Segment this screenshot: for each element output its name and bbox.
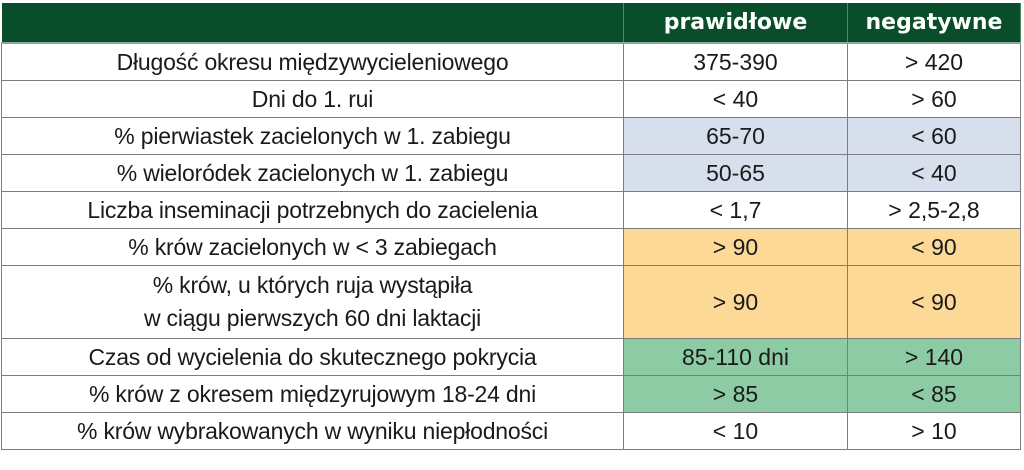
table-row: Czas od wycielenia do skutecznego pokryc… — [1, 338, 1021, 376]
value-negatywne: < 90 — [847, 265, 1021, 339]
value-negatywne: > 60 — [847, 80, 1021, 118]
value-negatywne: < 90 — [847, 228, 1021, 266]
table-row: % krów wybrakowanych w wyniku niepłodnoś… — [1, 412, 1021, 450]
row-label: Liczba inseminacji potrzebnych do zaciel… — [1, 191, 624, 229]
table-row: Dni do 1. rui < 40 > 60 — [1, 80, 1021, 118]
table-row: % pierwiastek zacielonych w 1. zabiegu 6… — [1, 117, 1021, 155]
value-negatywne: < 40 — [847, 154, 1021, 192]
header-blank-cell — [1, 3, 624, 44]
table-row: % krów z okresem międzyrujowym 18-24 dni… — [1, 375, 1021, 413]
row-label: % krów wybrakowanych w wyniku niepłodnoś… — [1, 412, 624, 450]
value-prawidlowe: > 90 — [623, 265, 848, 339]
row-label: Długość okresu międzywycieleniowego — [1, 42, 624, 81]
table-row: % krów zacielonych w < 3 zabiegach > 90 … — [1, 228, 1021, 266]
row-label: % krów, u których ruja wystąpiła w ciągu… — [1, 265, 624, 339]
row-label: % wieloródek zacielonych w 1. zabiegu — [1, 154, 624, 192]
value-prawidlowe: 65-70 — [623, 117, 848, 155]
value-negatywne: < 60 — [847, 117, 1021, 155]
table-row: Długość okresu międzywycieleniowego 375-… — [1, 42, 1021, 81]
value-prawidlowe: 85-110 dni — [623, 338, 848, 376]
fertility-indicators-table: prawidłowe negatywne Długość okresu międ… — [1, 3, 1021, 450]
value-prawidlowe: < 40 — [623, 80, 848, 118]
header-row: prawidłowe negatywne — [1, 3, 1021, 44]
table-row: % krów, u których ruja wystąpiła w ciągu… — [1, 265, 1021, 339]
value-prawidlowe: 50-65 — [623, 154, 848, 192]
value-prawidlowe: < 10 — [623, 412, 848, 450]
row-label-line-2: w ciągu pierwszych 60 dni laktacji — [143, 305, 482, 331]
value-negatywne: > 420 — [847, 42, 1021, 81]
value-negatywne: > 10 — [847, 412, 1021, 450]
table-row: % wieloródek zacielonych w 1. zabiegu 50… — [1, 154, 1021, 192]
value-prawidlowe: > 90 — [623, 228, 848, 266]
value-prawidlowe: 375-390 — [623, 42, 848, 81]
value-prawidlowe: < 1,7 — [623, 191, 848, 229]
value-negatywne: < 85 — [847, 375, 1021, 413]
value-negatywne: > 140 — [847, 338, 1021, 376]
value-prawidlowe: > 85 — [623, 375, 848, 413]
row-label: % pierwiastek zacielonych w 1. zabiegu — [1, 117, 624, 155]
row-label: Czas od wycielenia do skutecznego pokryc… — [1, 338, 624, 376]
row-label: Dni do 1. rui — [1, 80, 624, 118]
row-label-line-1: % krów, u których ruja wystąpiła — [152, 272, 473, 298]
header-prawidlowe: prawidłowe — [623, 3, 848, 44]
table-row: Liczba inseminacji potrzebnych do zaciel… — [1, 191, 1021, 229]
row-label: % krów zacielonych w < 3 zabiegach — [1, 228, 624, 266]
value-negatywne: > 2,5-2,8 — [847, 191, 1021, 229]
header-negatywne: negatywne — [847, 3, 1021, 44]
row-label: % krów z okresem międzyrujowym 18-24 dni — [1, 375, 624, 413]
